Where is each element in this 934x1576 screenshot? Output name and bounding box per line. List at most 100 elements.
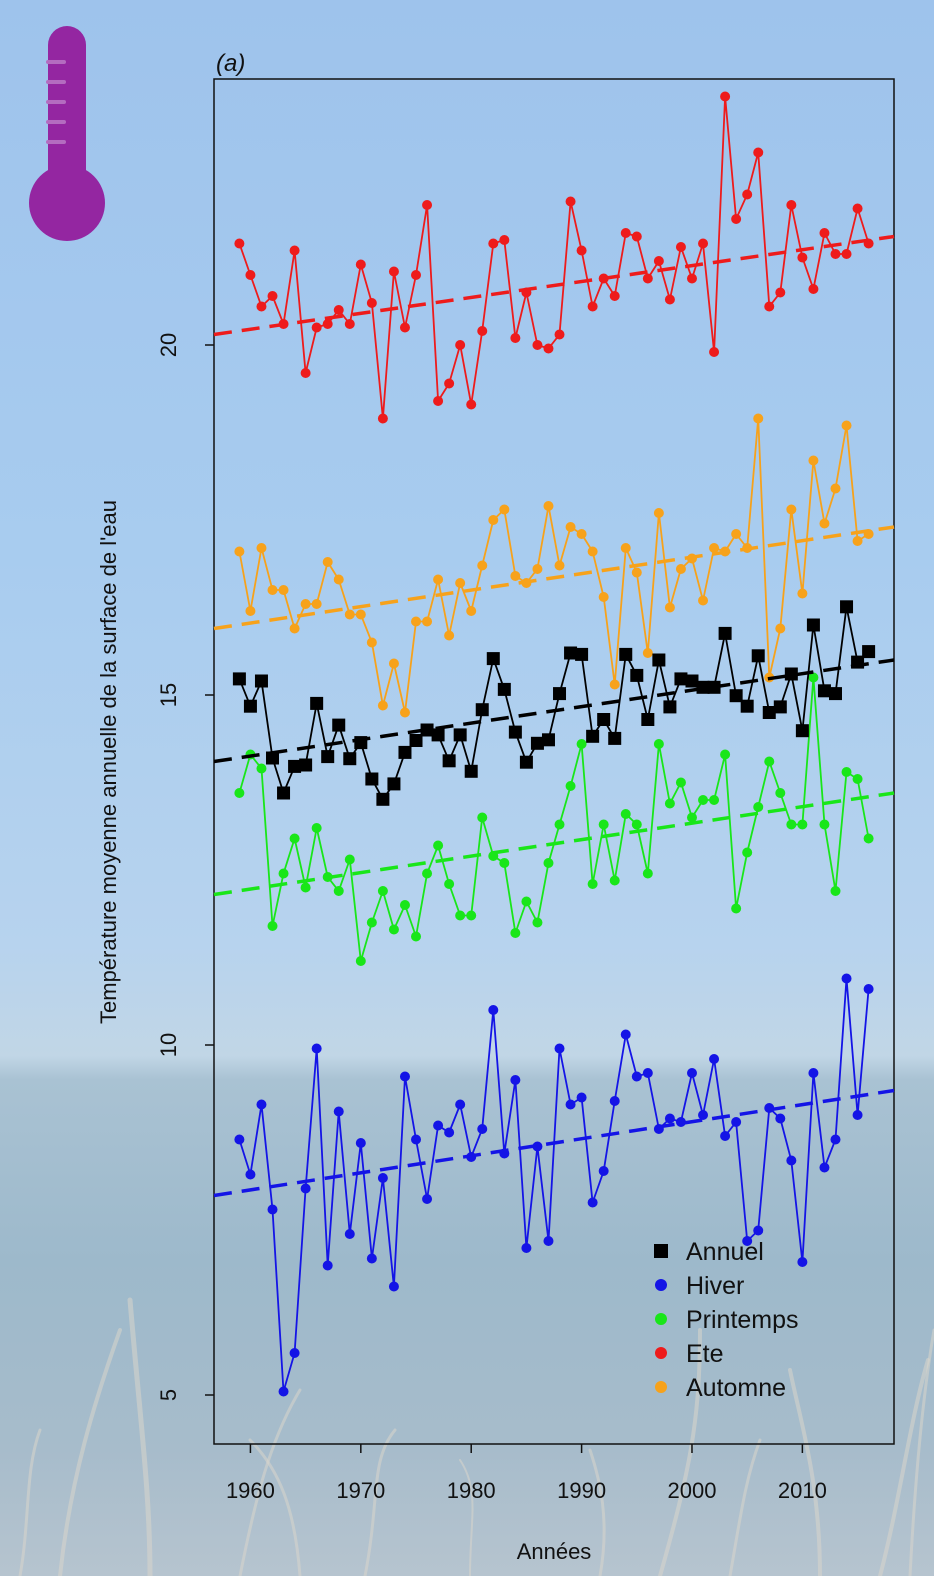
data-point (543, 858, 554, 868)
data-point (731, 1117, 742, 1127)
data-point (245, 270, 256, 280)
data-point (521, 896, 532, 907)
data-point (433, 574, 444, 585)
data-point (299, 758, 313, 772)
data-point (543, 343, 554, 354)
data-point (532, 917, 543, 928)
data-point (674, 672, 688, 686)
data-point (797, 588, 808, 599)
data-point (775, 623, 786, 634)
data-point (377, 700, 388, 711)
data-point (841, 420, 852, 431)
y-tick-label: 5 (156, 1389, 181, 1401)
data-point (388, 266, 399, 277)
data-point (784, 667, 798, 681)
data-point (731, 529, 742, 539)
data-point (806, 618, 820, 632)
data-point (234, 238, 245, 249)
data-point (387, 777, 401, 791)
data-point (344, 319, 355, 329)
data-point (554, 1043, 565, 1054)
data-point (731, 903, 742, 914)
data-point (663, 700, 677, 714)
data-point (477, 1124, 488, 1134)
data-point (841, 249, 852, 259)
trend-line (213, 658, 895, 764)
legend-item-annuel: Annuel (654, 1238, 764, 1266)
data-point (786, 504, 797, 515)
data-point (808, 1068, 819, 1078)
data-point (720, 1131, 731, 1141)
data-point (377, 886, 388, 896)
data-point (433, 396, 444, 406)
data-point (399, 1071, 410, 1082)
data-point (466, 1152, 477, 1162)
data-point (366, 1253, 377, 1264)
legend-item-ete: Ete (655, 1340, 724, 1368)
data-point (256, 301, 267, 312)
data-point (852, 1110, 863, 1120)
data-point (267, 1204, 278, 1215)
data-point (720, 91, 731, 102)
data-point (420, 723, 434, 737)
data-point (830, 886, 841, 896)
data-point (311, 1043, 322, 1054)
series-line (238, 418, 870, 713)
data-point (775, 788, 786, 798)
data-point (422, 1194, 433, 1204)
data-point (333, 1106, 344, 1117)
data-point (698, 1110, 709, 1120)
legend-marker (654, 1244, 668, 1258)
data-point (388, 1281, 399, 1292)
data-point (333, 886, 344, 896)
data-point (234, 546, 245, 557)
data-point (841, 973, 852, 984)
data-point (300, 1183, 311, 1194)
data-point (565, 1099, 576, 1110)
data-point (453, 728, 467, 742)
data-point (355, 1138, 366, 1148)
data-point (344, 609, 355, 620)
data-point (433, 1120, 444, 1131)
data-point (609, 875, 620, 886)
data-point (698, 795, 709, 805)
data-point (289, 623, 300, 634)
series-automne (213, 413, 895, 718)
data-point (321, 750, 335, 764)
data-point (477, 812, 488, 823)
series-layer (213, 91, 895, 1397)
data-point (808, 672, 819, 683)
x-tick-label: 1970 (336, 1478, 385, 1503)
data-point (609, 679, 620, 690)
legend-label: Hiver (686, 1272, 744, 1300)
data-point (709, 543, 720, 553)
data-point (232, 672, 246, 686)
data-point (720, 546, 731, 557)
data-point (377, 413, 388, 424)
data-point (841, 767, 852, 777)
data-point (641, 713, 655, 726)
data-point (742, 189, 753, 200)
data-point (828, 687, 842, 701)
data-point (519, 755, 533, 769)
data-point (598, 273, 609, 284)
data-point (863, 238, 874, 249)
data-point (530, 736, 544, 750)
data-point (311, 322, 322, 333)
data-point (817, 684, 831, 698)
data-point (466, 399, 477, 410)
data-point (455, 578, 466, 588)
data-point (444, 1127, 455, 1138)
data-point (664, 602, 675, 613)
data-point (499, 235, 510, 245)
data-point (466, 606, 477, 616)
data-point (742, 543, 753, 553)
data-point (609, 291, 620, 301)
data-point (819, 819, 830, 830)
data-point (289, 1348, 300, 1358)
data-point (399, 900, 410, 910)
data-point (619, 647, 633, 661)
data-point (642, 1068, 653, 1078)
data-point (786, 200, 797, 210)
